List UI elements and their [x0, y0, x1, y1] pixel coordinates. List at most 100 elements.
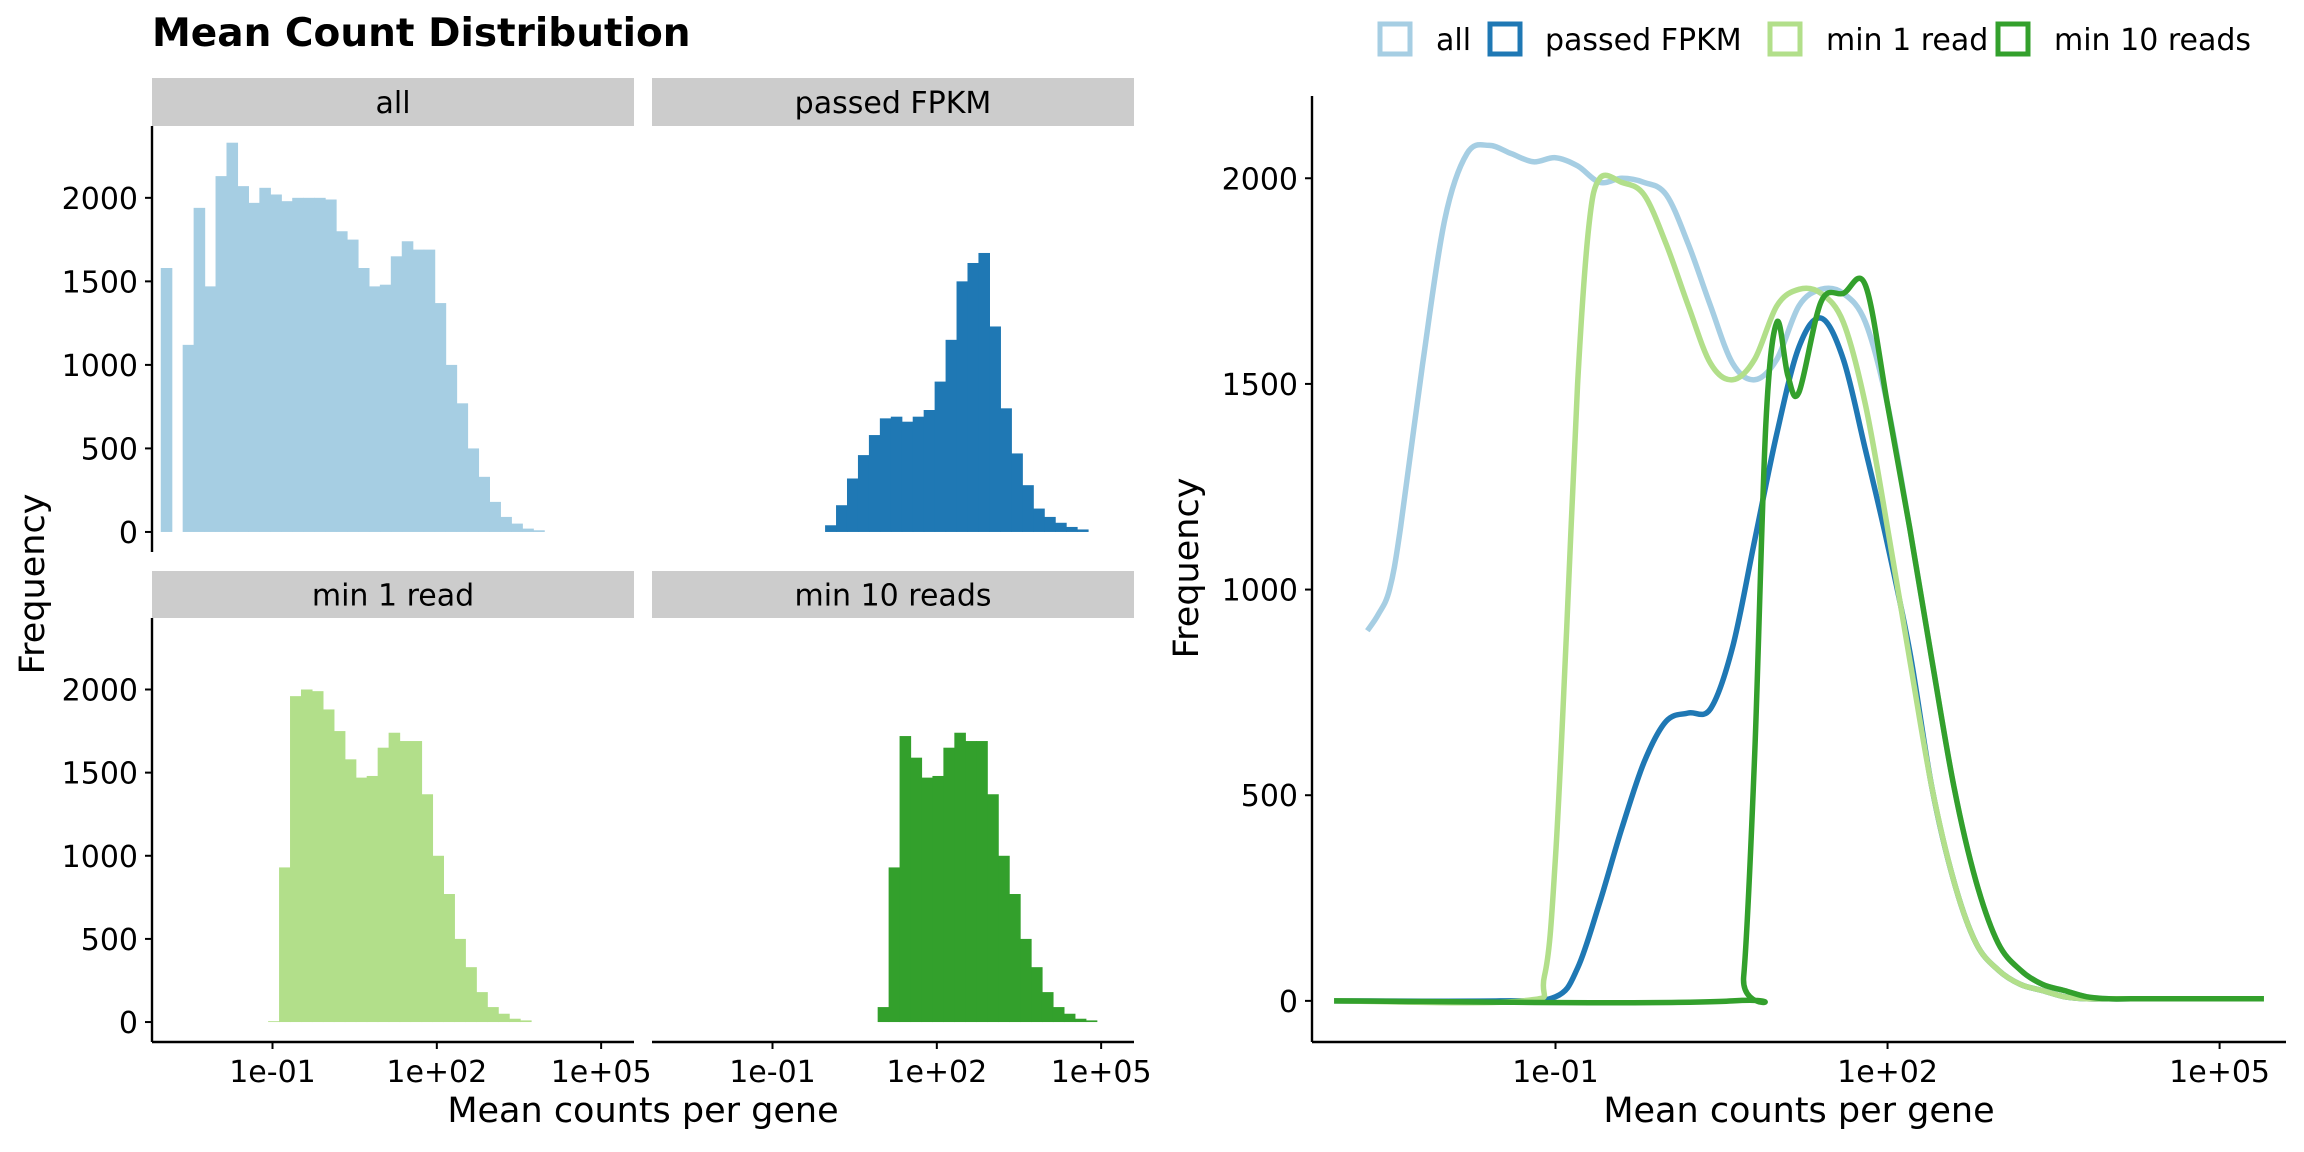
histogram-bar: [879, 418, 892, 532]
histogram-bar: [259, 187, 271, 532]
histogram-bar: [1052, 1007, 1065, 1023]
histogram-bar: [965, 741, 977, 1023]
histogram-bar: [443, 894, 455, 1023]
y-tick-label: 1000: [62, 840, 138, 875]
histogram-bar: [868, 435, 881, 532]
histogram-bar: [1000, 408, 1012, 532]
series-line-all: [1365, 141, 2264, 1002]
legend-key: [1487, 21, 1523, 57]
histogram-bar: [487, 1007, 499, 1023]
histogram-bar: [421, 794, 434, 1023]
histogram-bar: [357, 268, 370, 532]
histogram-bar: [248, 202, 260, 532]
facet-strip-passed-fpkm: [652, 78, 1134, 126]
histogram-bar: [160, 268, 173, 532]
y-tick-label: 1500: [62, 757, 138, 792]
y-tick-label: 0: [119, 516, 138, 551]
histogram-bar: [432, 855, 444, 1023]
facet-min-1-read: min 1 read 0 500 1000 1500 2000 1e-01 1e+02 1e+0…: [62, 571, 652, 1090]
histogram-bar: [989, 326, 1001, 532]
x-axis-title: Mean counts per gene: [1603, 1091, 1994, 1131]
y-tick-label: 2000: [62, 673, 138, 708]
histogram-bar: [454, 938, 466, 1023]
histogram-bar: [945, 339, 958, 532]
histogram-bar: [412, 249, 425, 532]
legend-key: [1767, 21, 1803, 57]
histogram-bar: [978, 252, 990, 532]
histogram-bar: [268, 1021, 280, 1023]
histogram-bar: [509, 1018, 521, 1023]
histogram-bar: [956, 281, 969, 532]
legend-key: [1377, 21, 1413, 57]
histogram-bar: [410, 741, 423, 1023]
legend-item-passed-fpkm: passed FPKM: [1487, 21, 1742, 58]
histogram-bar: [533, 530, 545, 532]
legend-label: min 10 reads: [2054, 23, 2251, 58]
x-tick-label: 1e-01: [1512, 1055, 1599, 1090]
y-tick-label: 500: [81, 432, 138, 467]
facet-strip-min-10-reads: [652, 571, 1134, 618]
y-tick-label: 500: [81, 923, 138, 958]
y-tick-label: 2000: [1222, 162, 1298, 197]
facet-passed-fpkm: passed FPKM: [652, 78, 1134, 532]
histogram-bar: [478, 476, 490, 532]
histogram-bar: [366, 775, 379, 1023]
histogram-bar: [498, 1013, 510, 1023]
histogram-bar: [1020, 938, 1032, 1023]
histogram-bar: [322, 709, 335, 1023]
histogram-bar: [1066, 526, 1078, 532]
y-tick-label: 0: [1279, 985, 1298, 1020]
histogram-bar: [204, 286, 217, 532]
legend-key: [1995, 21, 2031, 57]
legend-label: passed FPKM: [1545, 23, 1742, 58]
histogram-bar: [998, 855, 1010, 1023]
histogram-bar: [336, 231, 348, 532]
y-axis-title: Frequency: [13, 494, 53, 675]
histogram-bar: [511, 523, 523, 532]
histogram-bar: [368, 286, 381, 532]
histogram-bar: [346, 239, 359, 532]
histogram-bar: [279, 867, 291, 1023]
facet-strip-label: all: [375, 86, 410, 121]
histogram-bar: [934, 381, 947, 532]
histogram-bar: [401, 241, 414, 532]
histogram-bar: [434, 303, 447, 532]
histogram-bar: [344, 759, 357, 1023]
x-tick-label: 1e+05: [551, 1055, 652, 1090]
histogram-bar: [846, 478, 859, 532]
y-tick-label: 2000: [62, 182, 138, 217]
y-tick-label: 1000: [1222, 574, 1298, 609]
histogram-bar: [1063, 1013, 1076, 1023]
histogram-bar: [456, 403, 469, 532]
legend: all passed FPKM min 1 read min 10 reads: [1377, 21, 2251, 58]
histogram-bar: [1085, 1020, 1098, 1023]
histogram-bar: [1074, 1018, 1087, 1023]
histogram-bar: [1011, 453, 1023, 532]
x-tick-label: 1e+02: [886, 1055, 987, 1090]
histogram-bar: [292, 197, 304, 532]
histogram-bar: [921, 777, 934, 1023]
legend-item-min-1-read: min 1 read: [1767, 21, 1988, 58]
y-tick-label: 1500: [62, 265, 138, 300]
histogram-bar: [182, 344, 195, 532]
histogram-bar: [857, 455, 870, 532]
x-tick-label: 1e-01: [729, 1055, 816, 1090]
histogram-bar: [943, 747, 955, 1023]
histogram-bar: [445, 364, 458, 532]
histogram-bar: [520, 1020, 532, 1023]
histogram-bar: [910, 757, 923, 1023]
histogram-bar: [522, 528, 534, 532]
histogram-bar: [311, 691, 324, 1023]
x-tick-label: 1e+02: [386, 1055, 487, 1090]
histogram-bar: [500, 516, 512, 532]
histogram-bar: [489, 501, 501, 532]
histogram-bar: [355, 777, 368, 1023]
histogram-bar: [836, 505, 848, 532]
histogram-bar: [303, 197, 315, 532]
facet-all: all 0 500 1000 1500 2000: [62, 78, 634, 552]
histogram-bar: [1022, 485, 1034, 532]
facet-min-10-reads: min 10 reads 1e-01 1e+02 1e+05: [652, 571, 1152, 1090]
histogram-bar: [877, 1007, 890, 1023]
histogram-bar: [901, 421, 914, 532]
y-tick-label: 0: [119, 1006, 138, 1041]
